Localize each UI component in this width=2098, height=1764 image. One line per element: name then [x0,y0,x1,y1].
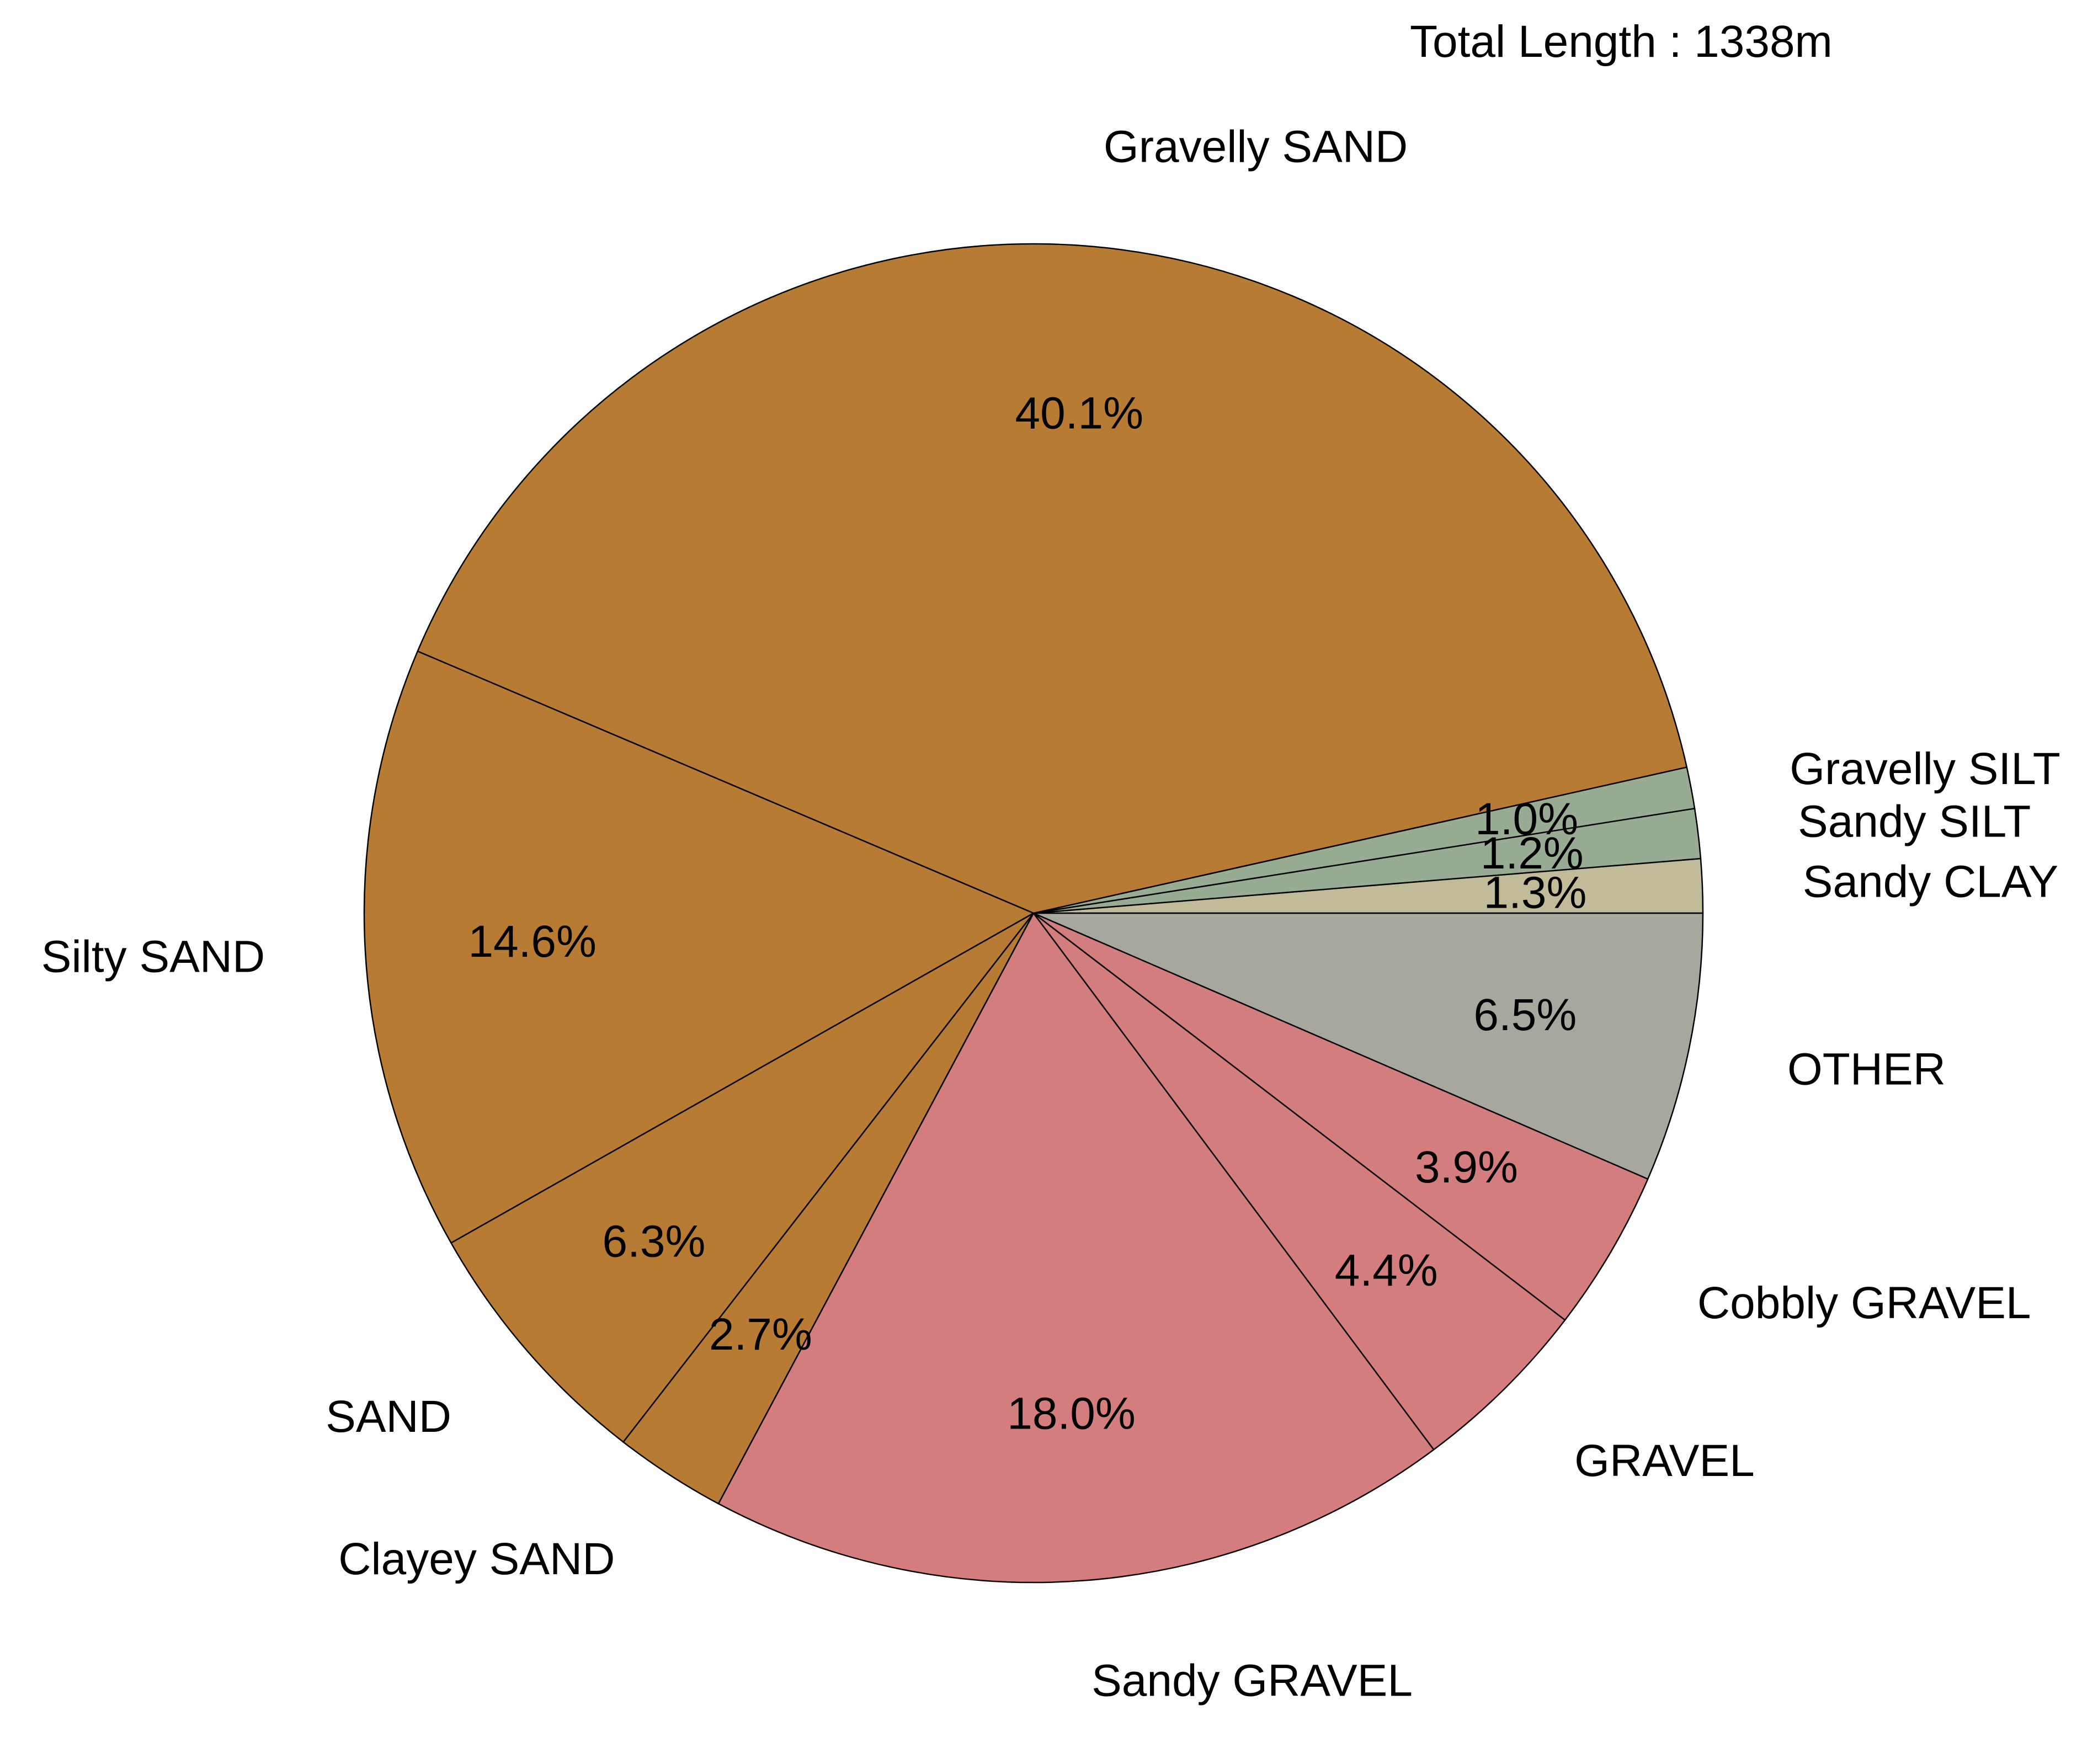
pie-slice-sand [450,912,1035,1443]
category-label-sandy-gravel: Sandy GRAVEL [1091,1655,1413,1706]
category-label-sandy-clay: Sandy CLAY [1803,857,2058,907]
pct-label-sandy-silt: 1.2% [1481,828,1584,878]
pct-label-other: 6.5% [1473,990,1577,1040]
category-label-gravel: GRAVEL [1574,1436,1755,1486]
category-label-clayey-sand: Clayey SAND [338,1534,615,1584]
category-label-sandy-silt: Sandy SILT [1798,796,2031,846]
pie-slice-sandy-gravel [717,912,1435,1584]
pie-slice-other [1032,912,1704,1180]
category-label-gravelly-sand: Gravelly SAND [1104,121,1408,172]
total-length-annotation: Total Length : 1338m [1410,17,1833,67]
pct-label-sandy-clay: 1.3% [1484,867,1587,918]
pie-slice-silty-sand [363,651,1035,1244]
pct-label-gravelly-sand: 40.1% [1015,388,1144,439]
pct-label-cobbly-gravel: 3.9% [1415,1142,1518,1192]
pct-label-gravel: 4.4% [1335,1245,1438,1296]
pie-slice-gravel [1032,912,1566,1451]
pie-slices [363,243,1704,1584]
category-label-sand: SAND [326,1392,451,1442]
pct-label-sand: 6.3% [602,1217,705,1267]
pct-label-silty-sand: 14.6% [468,916,597,967]
category-label-other: OTHER [1787,1044,1946,1094]
pct-label-sandy-gravel: 18.0% [1007,1389,1136,1439]
category-label-silty-sand: Silty SAND [41,931,265,982]
pct-label-clayey-sand: 2.7% [709,1309,812,1360]
percentage-labels: 1.3%1.2%1.0% 40.1% 14.6% 6.3%2.7% 18.0% 4.4% 3… [468,388,1586,1439]
pct-label-gravelly-silt: 1.0% [1475,794,1578,844]
category-label-gravelly-silt: Gravelly SILT [1790,744,2060,794]
category-label-cobbly-gravel: Cobbly GRAVEL [1697,1278,2031,1328]
pie-slice-gravelly-sand [417,243,1688,914]
pie-slice-cobbly-gravel [1032,912,1649,1321]
